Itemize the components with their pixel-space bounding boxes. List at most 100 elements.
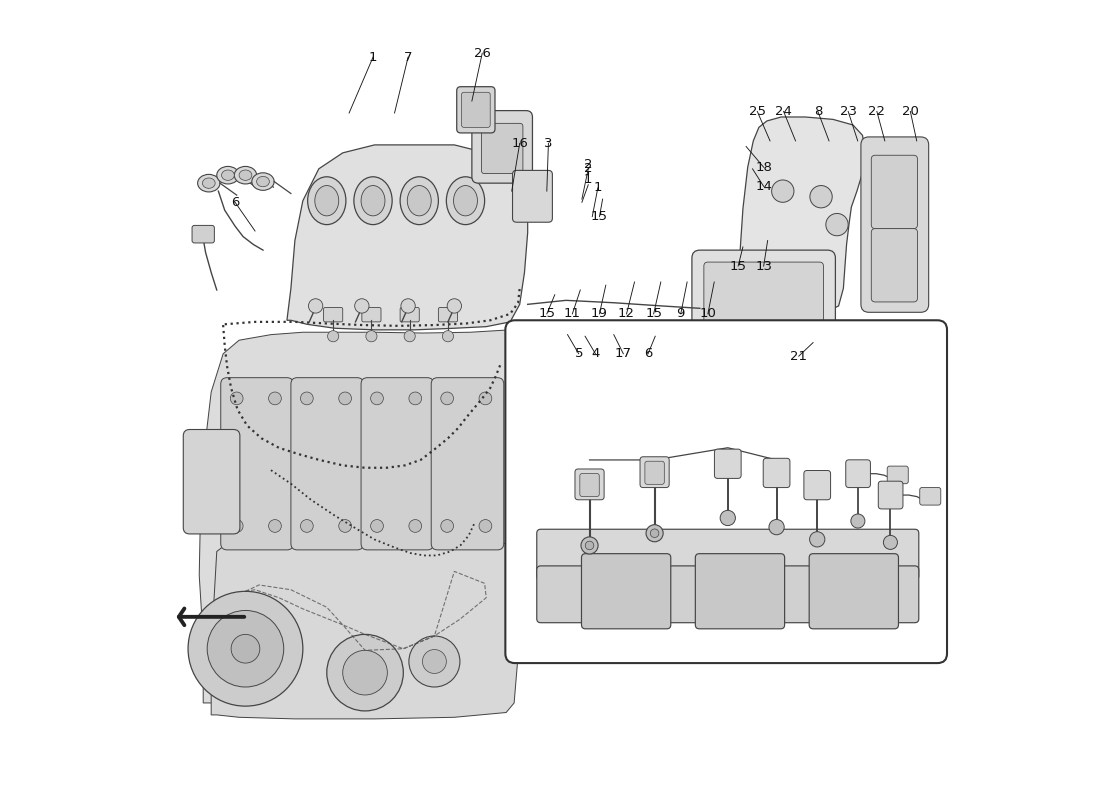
Ellipse shape — [239, 170, 252, 180]
Circle shape — [810, 532, 825, 547]
Text: 21: 21 — [790, 350, 807, 362]
Circle shape — [521, 401, 539, 418]
Text: 15: 15 — [729, 259, 747, 273]
Text: 24: 24 — [776, 105, 792, 118]
Text: 15: 15 — [645, 307, 662, 321]
FancyBboxPatch shape — [716, 334, 811, 354]
Text: 18: 18 — [756, 161, 772, 174]
FancyBboxPatch shape — [871, 155, 917, 229]
Circle shape — [409, 392, 421, 405]
Ellipse shape — [308, 177, 345, 225]
Polygon shape — [287, 145, 528, 330]
Ellipse shape — [447, 177, 485, 225]
FancyBboxPatch shape — [472, 110, 532, 183]
Circle shape — [231, 634, 260, 663]
Circle shape — [851, 514, 865, 528]
Circle shape — [400, 298, 416, 313]
Text: 11: 11 — [564, 307, 581, 321]
FancyBboxPatch shape — [714, 449, 741, 478]
Circle shape — [308, 298, 322, 313]
Text: a passion for parts: a passion for parts — [296, 482, 446, 497]
FancyBboxPatch shape — [692, 250, 835, 354]
Ellipse shape — [202, 178, 216, 188]
Circle shape — [339, 519, 352, 532]
Ellipse shape — [315, 186, 339, 216]
Circle shape — [581, 537, 598, 554]
FancyBboxPatch shape — [582, 554, 671, 629]
FancyBboxPatch shape — [184, 430, 240, 534]
FancyBboxPatch shape — [456, 86, 495, 133]
FancyBboxPatch shape — [640, 457, 669, 487]
Ellipse shape — [453, 186, 477, 216]
Circle shape — [521, 425, 539, 442]
Circle shape — [441, 519, 453, 532]
Text: 5: 5 — [574, 347, 583, 360]
FancyBboxPatch shape — [580, 474, 600, 497]
Circle shape — [646, 525, 663, 542]
Text: 6: 6 — [231, 196, 240, 209]
Text: 17: 17 — [615, 347, 631, 360]
Circle shape — [810, 186, 833, 208]
Circle shape — [230, 392, 243, 405]
FancyBboxPatch shape — [361, 378, 433, 550]
Ellipse shape — [361, 186, 385, 216]
Polygon shape — [739, 117, 865, 312]
Text: EPC: EPC — [243, 390, 482, 498]
Circle shape — [354, 298, 368, 313]
Text: 2: 2 — [584, 162, 593, 175]
Circle shape — [339, 392, 352, 405]
Circle shape — [478, 392, 492, 405]
Circle shape — [268, 392, 282, 405]
Text: 4: 4 — [592, 347, 600, 360]
Text: 22: 22 — [868, 105, 886, 118]
Circle shape — [422, 650, 447, 674]
Ellipse shape — [256, 176, 270, 186]
FancyBboxPatch shape — [645, 462, 664, 484]
Circle shape — [371, 392, 384, 405]
Circle shape — [650, 529, 659, 538]
Text: 25: 25 — [749, 105, 766, 118]
Circle shape — [328, 330, 339, 342]
FancyBboxPatch shape — [323, 307, 343, 322]
Text: 1: 1 — [368, 50, 377, 64]
FancyBboxPatch shape — [810, 554, 899, 629]
Text: 16: 16 — [512, 137, 528, 150]
Text: 20: 20 — [902, 105, 918, 118]
Text: 19: 19 — [591, 307, 608, 321]
FancyBboxPatch shape — [861, 137, 928, 312]
Circle shape — [404, 330, 416, 342]
Circle shape — [268, 519, 282, 532]
FancyBboxPatch shape — [888, 466, 909, 484]
Ellipse shape — [217, 166, 239, 184]
Text: 13: 13 — [756, 259, 772, 273]
Circle shape — [327, 634, 404, 711]
FancyBboxPatch shape — [537, 530, 918, 580]
Text: 15: 15 — [538, 307, 556, 321]
FancyBboxPatch shape — [192, 226, 215, 243]
Text: 26: 26 — [474, 46, 491, 60]
Circle shape — [826, 214, 848, 236]
Circle shape — [207, 610, 284, 687]
Text: 15: 15 — [591, 210, 608, 223]
Text: 1: 1 — [584, 174, 593, 186]
FancyBboxPatch shape — [871, 229, 917, 302]
Circle shape — [585, 541, 594, 550]
FancyBboxPatch shape — [431, 378, 504, 550]
FancyBboxPatch shape — [439, 307, 458, 322]
Ellipse shape — [354, 177, 392, 225]
Circle shape — [883, 535, 898, 550]
Polygon shape — [199, 330, 530, 715]
Text: 12: 12 — [618, 307, 635, 321]
Ellipse shape — [221, 170, 234, 180]
Text: 23: 23 — [839, 105, 857, 118]
Circle shape — [230, 519, 243, 532]
Text: 8: 8 — [814, 105, 822, 118]
Text: 3: 3 — [544, 137, 552, 150]
Circle shape — [441, 392, 453, 405]
Text: 6: 6 — [644, 347, 652, 360]
Circle shape — [771, 180, 794, 202]
FancyBboxPatch shape — [482, 123, 522, 174]
Circle shape — [442, 330, 453, 342]
Text: 10: 10 — [700, 307, 716, 321]
FancyBboxPatch shape — [221, 378, 294, 550]
